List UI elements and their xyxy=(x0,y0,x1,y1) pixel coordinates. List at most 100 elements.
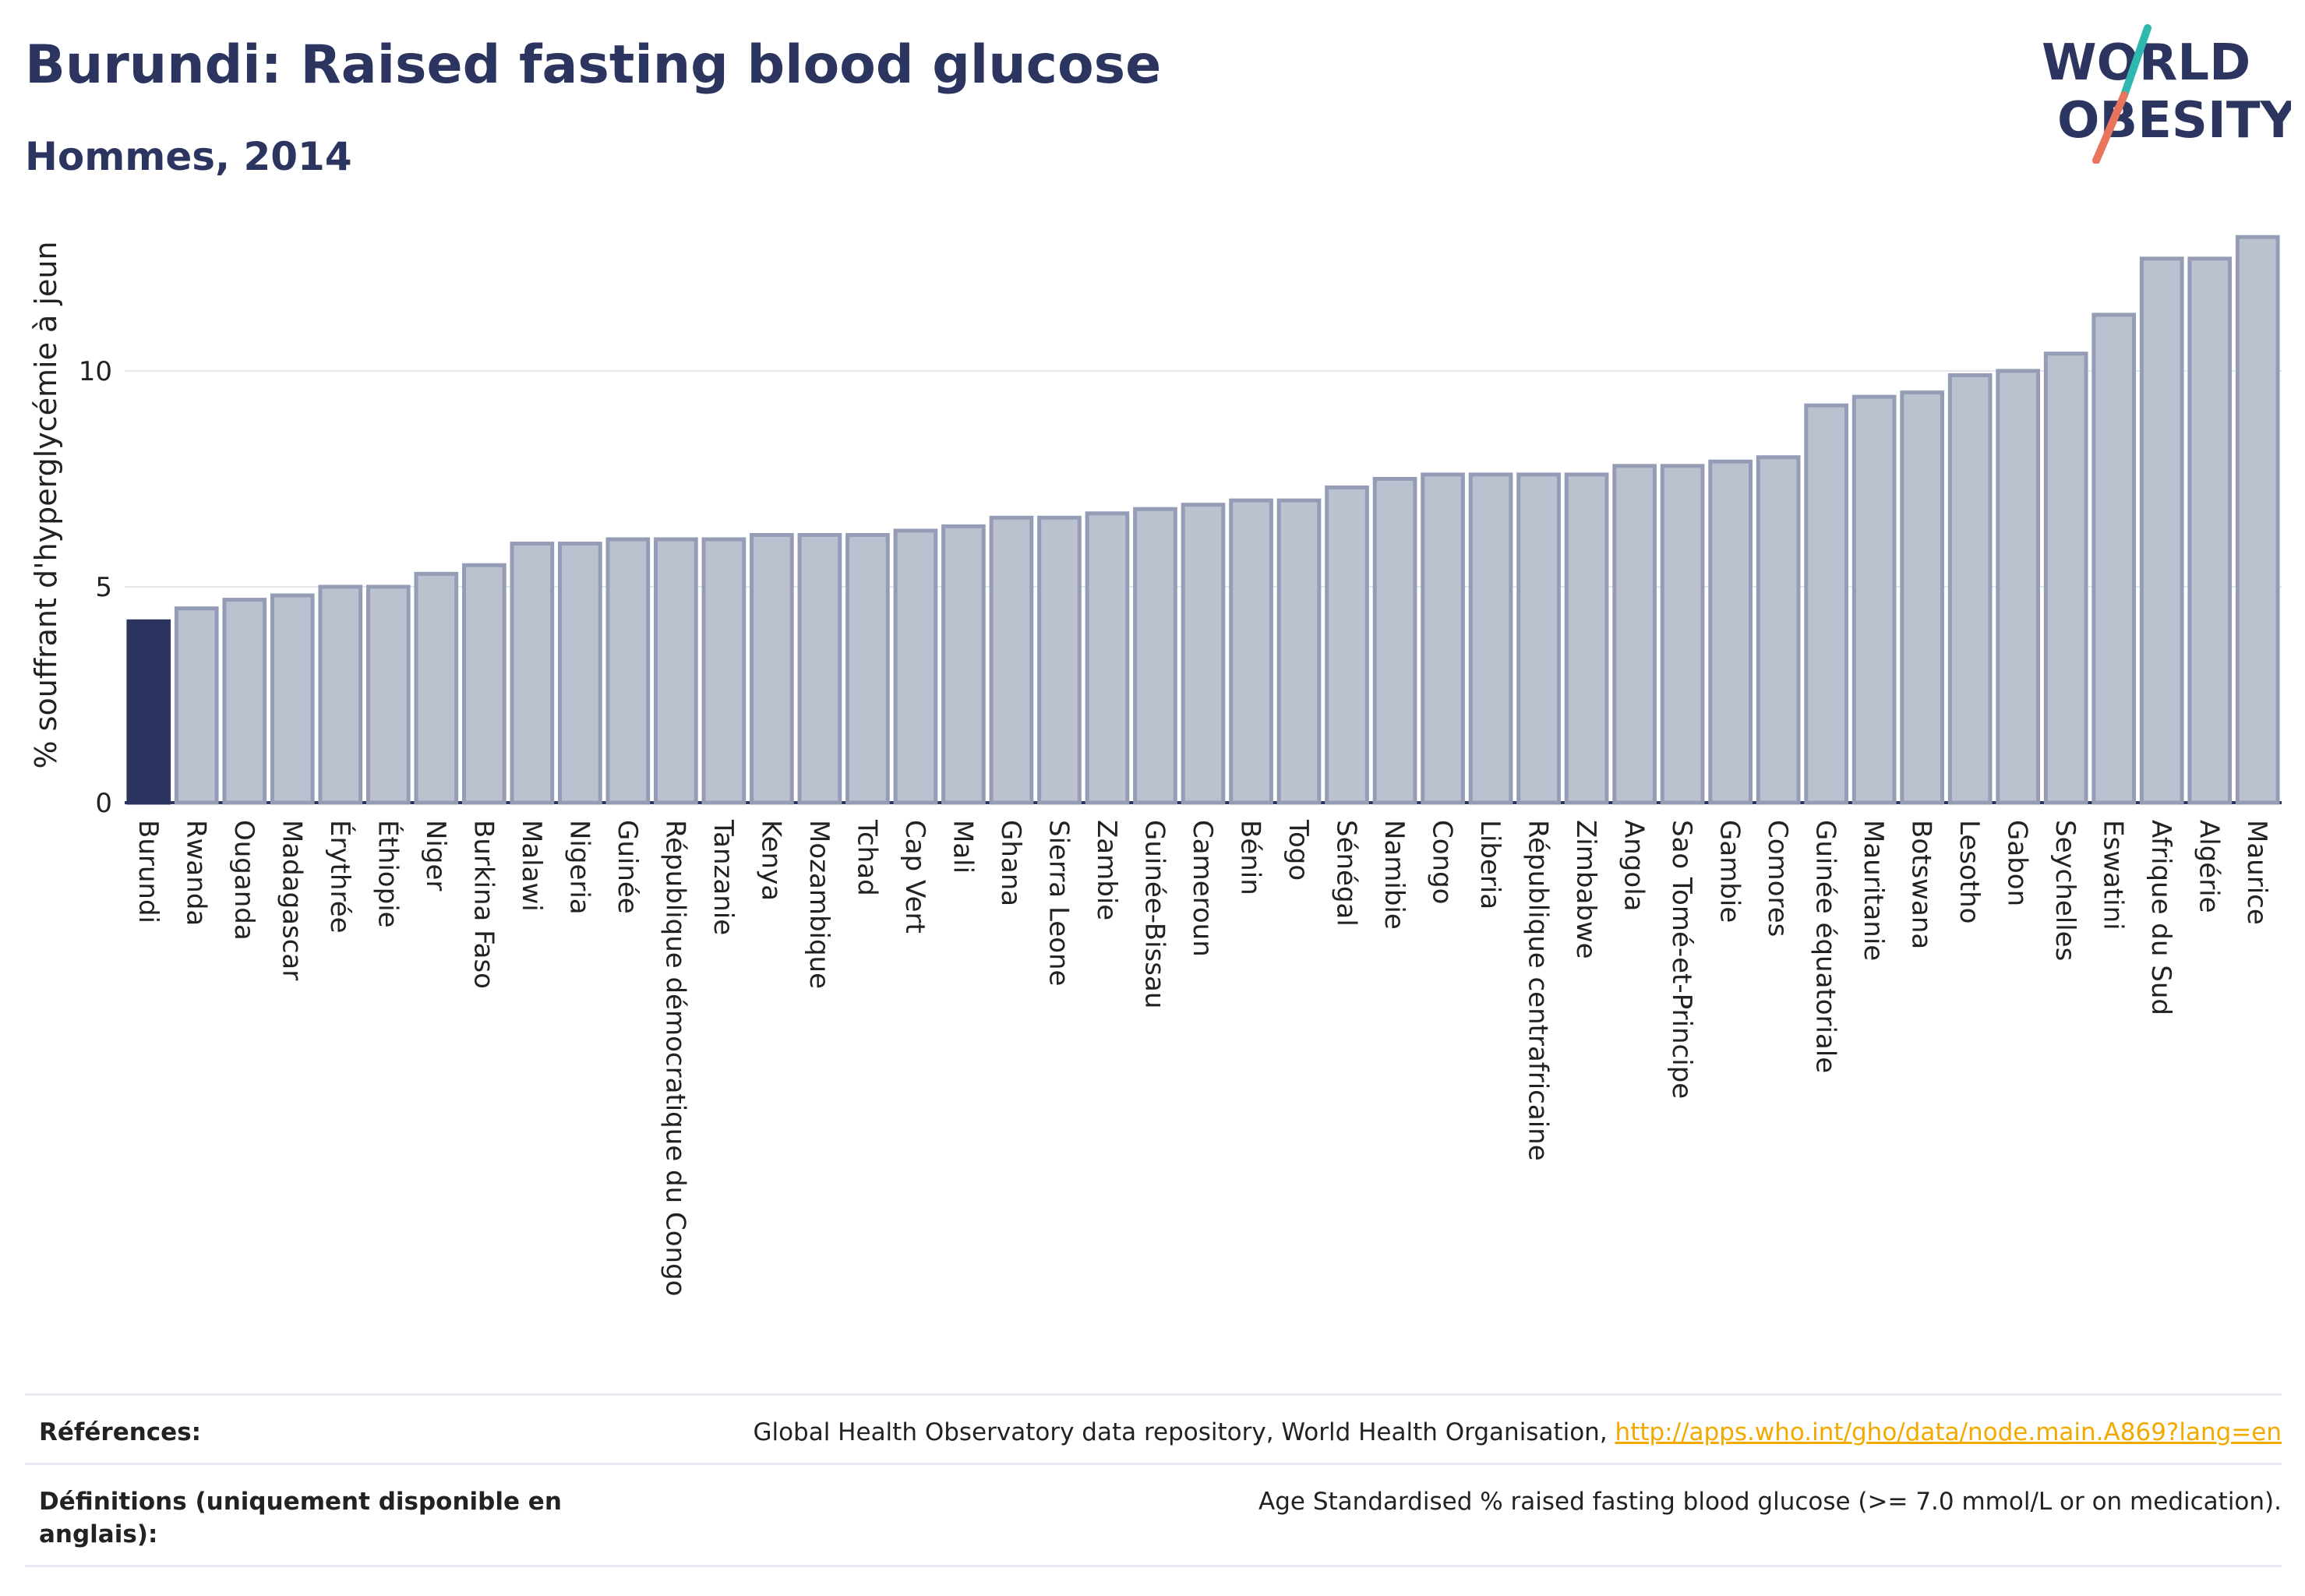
definitions-label: Définitions (uniquement disponible en an… xyxy=(39,1488,562,1548)
bar xyxy=(1660,464,1705,805)
x-tick-label: Liberia xyxy=(1474,820,1505,909)
bar xyxy=(1468,472,1513,805)
bar xyxy=(1372,476,1417,805)
references-text: Global Health Observatory data repositor… xyxy=(753,1418,1615,1446)
bar xyxy=(845,532,890,805)
bar xyxy=(2091,312,2137,805)
bar xyxy=(1851,394,1897,805)
bar xyxy=(1037,515,1082,805)
x-tick-label: Ougandа xyxy=(228,820,259,941)
bar xyxy=(126,619,171,805)
x-tick-label: Namibie xyxy=(1378,820,1410,930)
bar xyxy=(510,542,555,805)
x-tick-label: Botswana xyxy=(1906,820,1937,949)
x-tick-label: République centrafricaine xyxy=(1523,820,1554,1161)
bar xyxy=(893,528,938,805)
bar xyxy=(1085,511,1130,805)
x-tick-label: République démocratique du Congo xyxy=(659,820,690,1296)
x-tick-label: Congo xyxy=(1427,820,1458,904)
bar xyxy=(365,584,411,805)
bar xyxy=(797,532,842,805)
bar xyxy=(318,584,363,805)
x-tick-label: Éthiopie xyxy=(372,820,404,928)
bar xyxy=(1708,459,1753,805)
x-tick-label: Guinée équatoriale xyxy=(1810,820,1841,1073)
bar xyxy=(558,542,602,805)
x-tick-label: Zimbabwe xyxy=(1570,820,1601,959)
bar xyxy=(2139,256,2184,805)
bar-chart: 0 5 10 Burundi Rwanda Ougandа Madagascar Éryth… xyxy=(29,235,2282,1296)
references-label: Références: xyxy=(39,1418,202,1446)
x-tick-label: Guinée-Bissau xyxy=(1138,820,1170,1008)
x-tick-label: Mozambique xyxy=(803,820,835,989)
x-tick-label: Kenya xyxy=(755,820,786,901)
bar xyxy=(1804,403,1848,805)
bar xyxy=(605,537,651,805)
x-tick-label: Sierra Leone xyxy=(1043,820,1074,986)
x-tick-label: Seychelles xyxy=(2049,820,2081,961)
bar xyxy=(1516,472,1561,805)
x-tick-label: Tanzanie xyxy=(708,819,739,935)
x-tick-label: Nigeria xyxy=(563,820,595,915)
definitions-row: Définitions (uniquement disponible en an… xyxy=(25,1463,2282,1567)
bar xyxy=(654,537,698,805)
x-tick-label: Érythrée xyxy=(324,820,356,934)
x-tick-label: Cap Vert xyxy=(899,820,930,934)
y-tick-label: 10 xyxy=(79,356,112,387)
bar xyxy=(270,593,315,805)
definitions-value: Age Standardised % raised fasting blood … xyxy=(1258,1488,2282,1516)
bar xyxy=(2187,256,2233,805)
x-tick-label: Sao Tomé-et-Principe xyxy=(1666,820,1697,1099)
x-tick-label: Gabon xyxy=(2002,820,2033,906)
x-tick-label: Guinée xyxy=(612,820,643,914)
bar xyxy=(1996,369,2041,805)
y-tick-label: 5 xyxy=(95,572,112,603)
x-tick-label: Comores xyxy=(1762,820,1793,937)
bar xyxy=(1564,472,1609,805)
bar xyxy=(941,524,986,805)
x-tick-label: Madagascar xyxy=(276,820,307,980)
logo-slash-top xyxy=(2120,24,2151,99)
bars xyxy=(126,235,2280,805)
y-axis-label: % souffrant d'hyperglycémie à jeun xyxy=(29,241,63,768)
x-tick-label: Lesotho xyxy=(1954,820,1985,923)
world-obesity-logo: WORLD OBESITY xyxy=(2042,24,2291,164)
bar xyxy=(1181,503,1226,805)
x-tick-label: Zambie xyxy=(1091,820,1122,920)
x-tick-label: Cameroun xyxy=(1187,820,1218,957)
bar xyxy=(1229,498,1273,805)
bar xyxy=(2043,351,2088,805)
bar xyxy=(461,563,507,805)
x-tick-label: Burundi xyxy=(132,820,164,923)
x-tick-label: Angola xyxy=(1618,820,1650,911)
bar xyxy=(1900,390,1945,805)
bar xyxy=(1325,486,1369,805)
x-tick-label: Ghana xyxy=(995,820,1026,906)
bar xyxy=(1756,455,1801,805)
bar xyxy=(701,537,747,805)
bar xyxy=(222,598,267,805)
x-tick-label: Bénin xyxy=(1235,820,1266,895)
x-tick-label: Mauritanie xyxy=(1858,820,1889,961)
x-tick-label: Gambie xyxy=(1714,820,1746,923)
x-tick-label: Mali xyxy=(947,820,978,874)
references-row: Références: Global Health Observatory da… xyxy=(25,1393,2282,1463)
bar xyxy=(989,515,1034,805)
references-link[interactable]: http://apps.who.int/gho/data/node.main.A… xyxy=(1615,1418,2282,1446)
references-table: Références: Global Health Observatory da… xyxy=(25,1393,2282,1567)
x-tick-label: Burkina Faso xyxy=(468,820,499,989)
x-tick-label: Malawi xyxy=(516,820,547,912)
bar xyxy=(414,571,459,805)
page-title: Burundi: Raised fasting blood glucose xyxy=(25,34,1162,96)
bar xyxy=(1276,498,1322,805)
logo-line-2: OBESITY xyxy=(2057,92,2291,150)
bar xyxy=(1133,507,1177,805)
x-tick-label: Eswatini xyxy=(2098,820,2129,930)
bar xyxy=(1612,464,1657,805)
x-tick-label: Niger xyxy=(420,820,451,891)
page-subtitle: Hommes, 2014 xyxy=(25,134,352,179)
x-tick-label: Togo xyxy=(1283,819,1314,881)
x-tick-label: Rwanda xyxy=(180,820,211,926)
x-tick-label: Algérie xyxy=(2194,820,2225,913)
y-tick-label: 0 xyxy=(95,788,112,819)
